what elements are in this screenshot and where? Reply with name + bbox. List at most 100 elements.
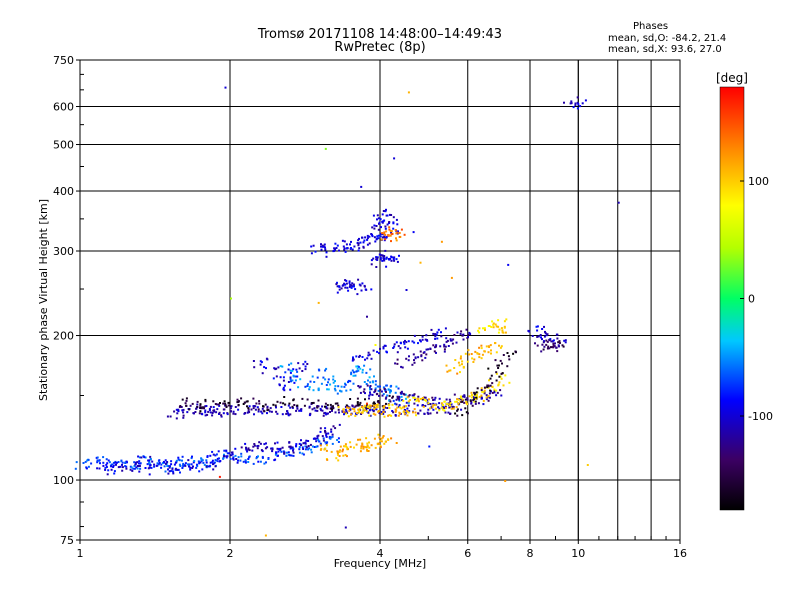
data-point xyxy=(359,408,362,411)
data-point xyxy=(419,409,422,412)
data-point xyxy=(392,399,395,402)
data-point xyxy=(461,414,464,417)
data-point xyxy=(253,366,256,369)
data-point xyxy=(420,355,423,358)
data-point xyxy=(504,331,507,334)
data-point xyxy=(563,339,566,342)
data-point xyxy=(314,437,317,440)
data-point xyxy=(337,450,340,453)
data-point xyxy=(333,387,336,390)
data-point xyxy=(247,407,250,410)
data-point xyxy=(245,446,247,449)
data-point xyxy=(212,400,215,403)
data-point xyxy=(232,456,235,459)
data-point xyxy=(176,468,179,471)
data-point xyxy=(374,240,377,243)
data-point xyxy=(379,439,382,442)
data-point xyxy=(440,335,443,338)
data-point xyxy=(471,357,474,360)
data-point xyxy=(209,454,212,457)
data-point xyxy=(167,468,169,471)
data-point xyxy=(106,462,109,465)
data-point xyxy=(258,441,261,444)
data-point xyxy=(380,437,383,440)
data-point xyxy=(179,471,181,474)
data-point xyxy=(321,245,324,248)
data-point xyxy=(398,406,401,409)
data-point xyxy=(213,410,216,413)
data-point xyxy=(185,397,188,400)
data-point xyxy=(368,404,371,407)
data-point xyxy=(384,233,387,236)
data-point xyxy=(473,358,476,361)
data-point xyxy=(499,389,502,392)
data-point xyxy=(452,405,454,408)
data-point xyxy=(161,462,164,465)
data-point xyxy=(357,408,360,411)
data-point xyxy=(298,409,301,412)
y-tick-label: 300 xyxy=(53,245,74,258)
data-point xyxy=(271,450,274,453)
data-point xyxy=(166,415,169,418)
data-point xyxy=(325,449,328,452)
data-point xyxy=(226,413,229,416)
data-point xyxy=(240,452,243,455)
data-point xyxy=(369,391,371,394)
data-point xyxy=(378,412,381,414)
data-point xyxy=(472,396,475,399)
data-point xyxy=(199,403,202,406)
data-point xyxy=(466,397,469,400)
data-point xyxy=(470,353,473,355)
data-point xyxy=(368,446,371,449)
data-point xyxy=(555,346,558,349)
data-point xyxy=(374,388,377,391)
data-point xyxy=(334,249,337,251)
data-point xyxy=(480,394,483,397)
data-point xyxy=(423,396,426,399)
data-point xyxy=(324,447,327,450)
data-point xyxy=(104,468,107,471)
data-point xyxy=(290,454,293,457)
data-point xyxy=(377,401,380,404)
data-point xyxy=(204,411,207,414)
data-point xyxy=(324,369,327,372)
data-point xyxy=(379,256,382,259)
data-point xyxy=(475,391,478,394)
data-point xyxy=(245,448,248,451)
data-point xyxy=(488,396,491,399)
data-point xyxy=(344,382,346,385)
data-point xyxy=(232,410,235,413)
data-point xyxy=(360,447,363,450)
data-point xyxy=(392,411,395,414)
data-point xyxy=(372,410,375,413)
data-point xyxy=(355,355,358,358)
data-point xyxy=(491,382,494,385)
data-point xyxy=(278,448,280,451)
data-point xyxy=(337,459,340,462)
data-point xyxy=(394,410,397,413)
data-point xyxy=(388,226,391,229)
data-point xyxy=(385,396,388,399)
data-point xyxy=(377,403,379,406)
data-point xyxy=(392,258,395,261)
data-point xyxy=(366,234,369,237)
data-point xyxy=(457,398,460,401)
data-point xyxy=(330,430,333,433)
data-point xyxy=(264,403,267,406)
data-point xyxy=(372,214,375,217)
data-point xyxy=(193,460,196,462)
data-point xyxy=(222,402,225,405)
data-point xyxy=(411,340,414,343)
data-point xyxy=(232,412,235,415)
data-point xyxy=(320,248,323,251)
data-point xyxy=(434,407,437,410)
data-point xyxy=(491,391,494,394)
data-point xyxy=(385,257,388,260)
data-point xyxy=(432,344,435,347)
data-point xyxy=(375,266,378,268)
data-point xyxy=(301,446,304,449)
data-point xyxy=(353,408,356,410)
data-point xyxy=(537,335,540,338)
data-point xyxy=(403,233,406,236)
data-point xyxy=(324,147,327,150)
